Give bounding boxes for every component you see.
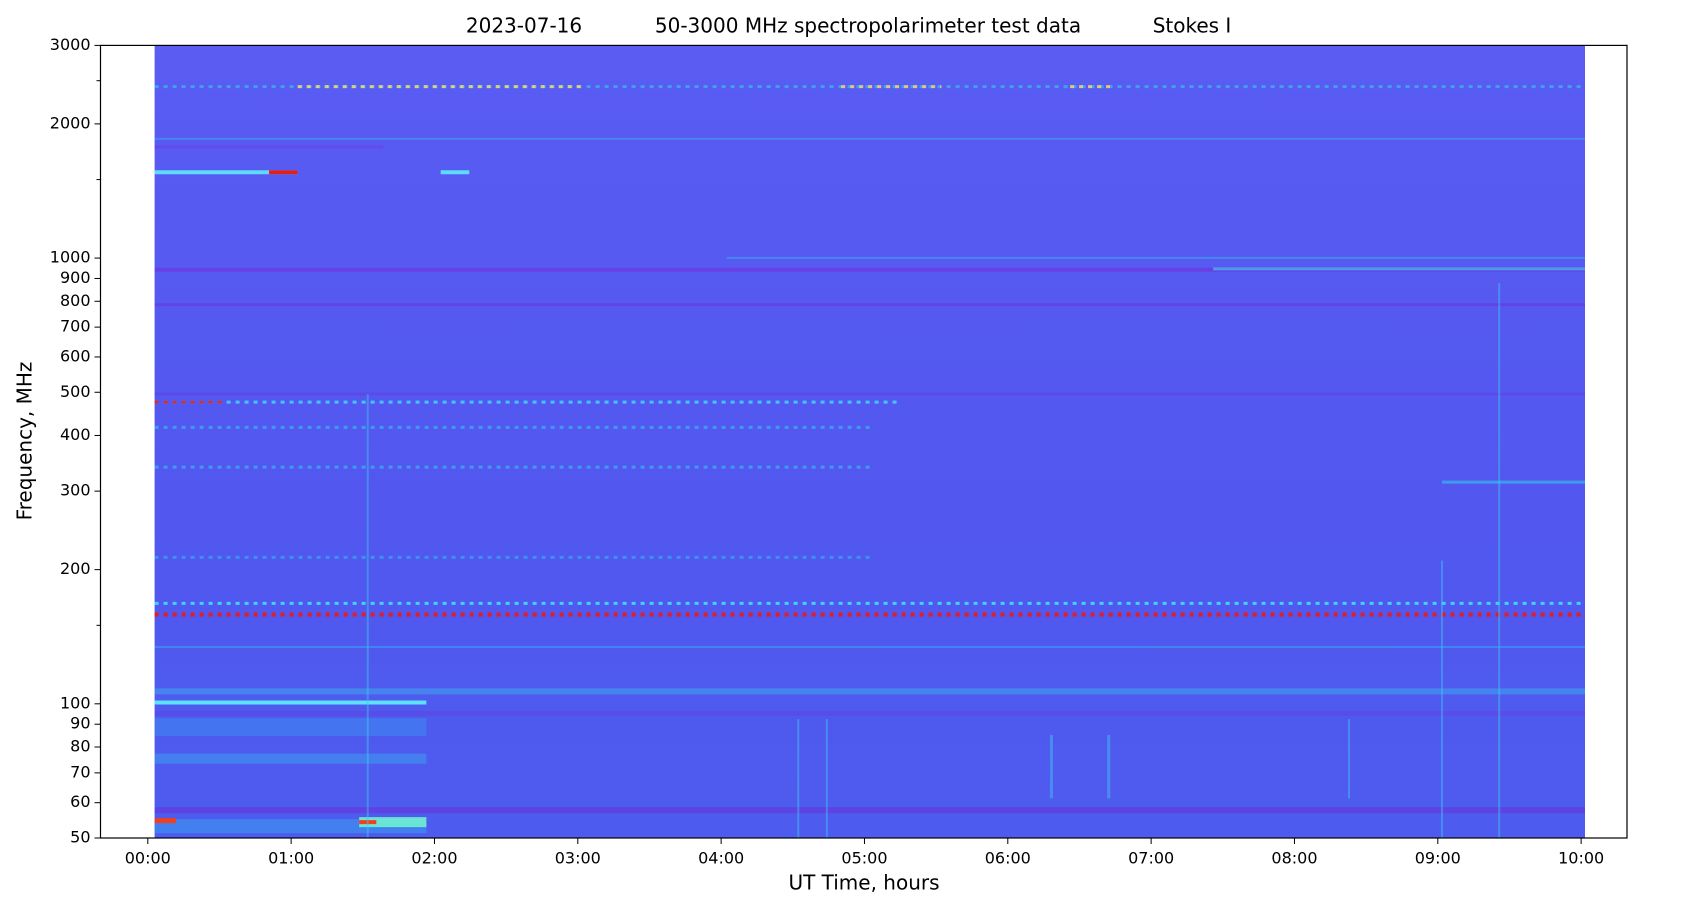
y-tick-label: 90	[70, 714, 90, 733]
x-tick-label: 04:00	[698, 849, 744, 868]
plot-frame	[99, 44, 1628, 839]
chart-stokes: Stokes I	[1153, 14, 1232, 38]
x-tick-label: 10:00	[1558, 849, 1604, 868]
y-tick-label: 200	[60, 559, 91, 578]
x-tick-label: 06:00	[985, 849, 1031, 868]
y-tick-label: 300	[60, 481, 91, 500]
y-tick-label: 60	[70, 792, 90, 811]
x-tick-label: 09:00	[1415, 849, 1461, 868]
y-axis-label: Frequency, MHz	[13, 362, 37, 521]
plot-area	[154, 45, 1586, 838]
x-tick-label: 05:00	[841, 849, 887, 868]
y-tick-label: 700	[60, 317, 91, 336]
x-tick-label: 03:00	[555, 849, 601, 868]
y-tick-label: 50	[70, 828, 90, 847]
x-tick-label: 08:00	[1271, 849, 1317, 868]
y-tick-label: 3000	[50, 35, 91, 54]
y-tick-label: 400	[60, 425, 91, 444]
spectrum-background	[154, 45, 1586, 838]
chart-title: 50-3000 MHz spectropolarimeter test data	[655, 14, 1081, 38]
y-tick-label: 80	[70, 737, 90, 756]
y-tick-label: 2000	[50, 113, 91, 132]
y-tick-label: 1000	[50, 248, 91, 267]
y-tick-label: 70	[70, 762, 90, 781]
y-tick-label: 900	[60, 268, 91, 287]
y-tick-label: 100	[60, 693, 91, 712]
y-tick-label: 800	[60, 291, 91, 310]
y-tick-label: 500	[60, 382, 91, 401]
x-axis-label: UT Time, hours	[788, 871, 939, 895]
x-tick-label: 07:00	[1128, 849, 1174, 868]
chart-date: 2023-07-16	[466, 14, 582, 38]
y-tick-label: 600	[60, 346, 91, 365]
x-tick-label: 02:00	[411, 849, 457, 868]
x-tick-label: 01:00	[268, 849, 314, 868]
x-tick-label: 00:00	[125, 849, 171, 868]
